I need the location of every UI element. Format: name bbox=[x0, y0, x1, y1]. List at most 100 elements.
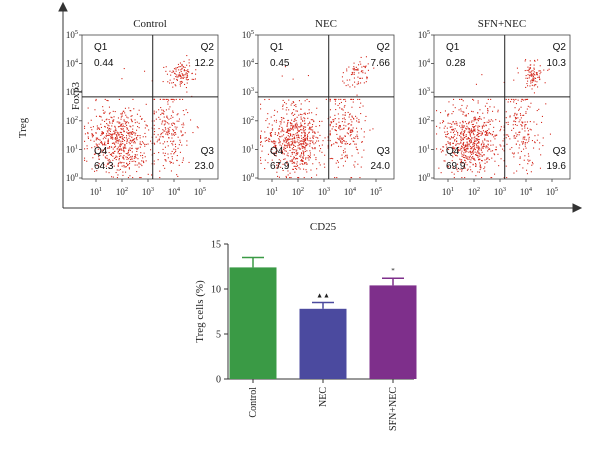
scatter-point bbox=[532, 74, 534, 76]
scatter-point bbox=[334, 129, 336, 131]
scatter-point bbox=[105, 144, 107, 146]
scatter-point bbox=[281, 151, 283, 153]
scatter-point bbox=[173, 153, 175, 155]
scatter-point bbox=[100, 126, 102, 128]
scatter-point bbox=[524, 121, 526, 123]
quadrant-value: 0.45 bbox=[270, 58, 290, 69]
scatter-point bbox=[122, 134, 124, 136]
scatter-point bbox=[110, 133, 112, 135]
scatter-point bbox=[312, 163, 314, 165]
bar-y-tick-label: 10 bbox=[211, 285, 221, 296]
scatter-point bbox=[111, 163, 113, 165]
scatter-point bbox=[353, 164, 355, 166]
scatter-point bbox=[281, 129, 283, 131]
scatter-point bbox=[355, 143, 357, 145]
scatter-point bbox=[452, 104, 454, 106]
scatter-point bbox=[276, 150, 278, 152]
scatter-point bbox=[527, 133, 529, 135]
scatter-point bbox=[114, 111, 116, 113]
scatter-point bbox=[154, 98, 156, 100]
scatter-point bbox=[510, 101, 512, 103]
scatter-point bbox=[461, 154, 463, 156]
scatter-point bbox=[291, 143, 293, 145]
scatter-point bbox=[282, 130, 284, 132]
scatter-point bbox=[292, 140, 294, 142]
scatter-point bbox=[305, 126, 307, 128]
scatter-point bbox=[117, 132, 119, 134]
scatter-point bbox=[487, 143, 489, 145]
scatter-point bbox=[293, 141, 295, 143]
scatter-point bbox=[136, 171, 138, 173]
scatter-point bbox=[122, 126, 124, 128]
scatter-point bbox=[148, 129, 150, 131]
scatter-point bbox=[102, 132, 104, 134]
scatter-point bbox=[366, 76, 368, 78]
scatter-point bbox=[494, 138, 496, 140]
scatter-point bbox=[442, 146, 444, 148]
scatter-point bbox=[122, 174, 124, 176]
scatter-point bbox=[342, 109, 344, 111]
scatter-point bbox=[286, 128, 288, 130]
scatter-point bbox=[303, 152, 305, 154]
scatter-point bbox=[107, 147, 109, 149]
scatter-point bbox=[268, 98, 270, 100]
scatter-point bbox=[477, 156, 479, 158]
scatter-point bbox=[134, 154, 136, 156]
scatter-point bbox=[337, 113, 339, 115]
scatter-point bbox=[142, 157, 144, 159]
scatter-point bbox=[139, 115, 141, 117]
scatter-point bbox=[91, 133, 93, 135]
scatter-point bbox=[470, 129, 472, 131]
scatter-point bbox=[313, 143, 315, 145]
scatter-point bbox=[330, 122, 332, 124]
scatter-point bbox=[119, 146, 121, 148]
scatter-point bbox=[476, 142, 478, 144]
scatter-point bbox=[108, 106, 110, 108]
scatter-point bbox=[527, 153, 529, 155]
scatter-point bbox=[312, 137, 314, 139]
scatter-point bbox=[292, 168, 294, 170]
scatter-point bbox=[347, 123, 349, 125]
scatter-point bbox=[123, 155, 125, 157]
scatter-point bbox=[162, 132, 164, 134]
scatter-point bbox=[494, 135, 496, 137]
scatter-point bbox=[355, 146, 357, 148]
scatter-point bbox=[189, 65, 191, 67]
scatter-point bbox=[537, 134, 539, 136]
scatter-point bbox=[111, 122, 113, 124]
scatter-point bbox=[515, 121, 517, 123]
scatter-point bbox=[132, 177, 134, 179]
scatter-point bbox=[129, 157, 131, 159]
scatter-point bbox=[288, 109, 290, 111]
x-axis-label: CD25 bbox=[310, 221, 337, 233]
scatter-point bbox=[471, 121, 473, 123]
panel-title: NEC bbox=[315, 18, 337, 30]
scatter-point bbox=[140, 163, 142, 165]
scatter-point bbox=[461, 131, 463, 133]
scatter-point bbox=[533, 92, 535, 94]
scatter-point bbox=[172, 110, 174, 112]
y-tick-label: 104 bbox=[418, 58, 431, 69]
scatter-point bbox=[515, 132, 517, 134]
scatter-point bbox=[107, 159, 109, 161]
scatter-point bbox=[494, 134, 496, 136]
scatter-point bbox=[357, 163, 359, 165]
scatter-point bbox=[125, 166, 127, 168]
scatter-point bbox=[145, 143, 147, 145]
scatter-point bbox=[275, 145, 277, 147]
scatter-point bbox=[109, 130, 111, 132]
scatter-point bbox=[283, 148, 285, 150]
scatter-point bbox=[303, 127, 305, 129]
scatter-point bbox=[461, 170, 463, 172]
scatter-point bbox=[474, 151, 476, 153]
scatter-point bbox=[349, 143, 351, 145]
scatter-point bbox=[279, 136, 281, 138]
scatter-point bbox=[123, 150, 125, 152]
scatter-point bbox=[440, 172, 442, 174]
scatter-point bbox=[346, 70, 348, 72]
scatter-point bbox=[280, 121, 282, 123]
scatter-point bbox=[280, 117, 282, 119]
scatter-point bbox=[333, 121, 335, 123]
scatter-point bbox=[489, 120, 491, 122]
